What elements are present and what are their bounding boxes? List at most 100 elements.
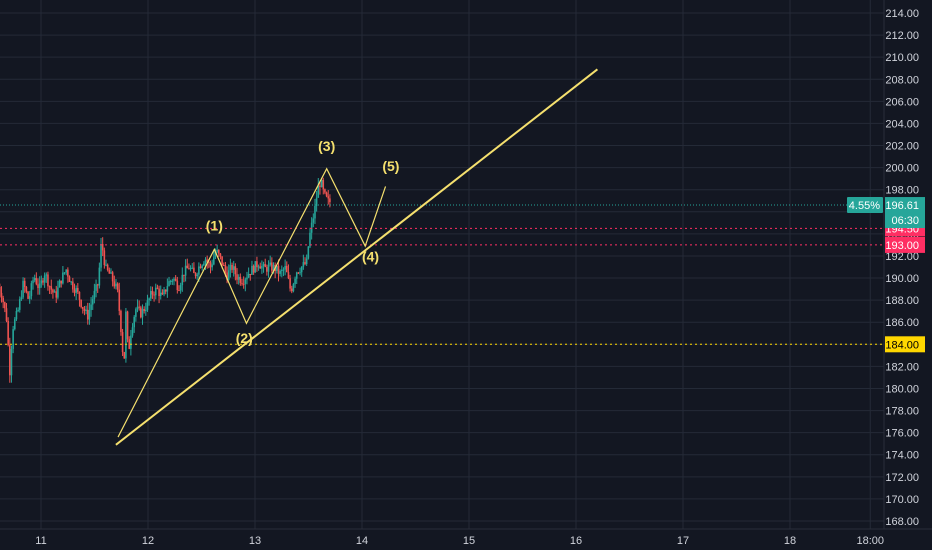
candle-body <box>154 287 157 296</box>
candle-body <box>105 264 107 266</box>
candle-body <box>77 287 79 292</box>
horizontal-lines <box>0 204 884 345</box>
candle-body <box>57 287 59 298</box>
time-axis-tick-label: 15 <box>463 535 475 547</box>
candle-body <box>237 276 240 280</box>
candle-body <box>188 268 190 270</box>
candle-body <box>166 286 169 292</box>
time-axis[interactable]: 11 12 13 14 15 16 17 18 18:00 <box>35 535 884 547</box>
candle-body <box>42 280 44 283</box>
candle-body <box>96 284 99 286</box>
wave-label: (4) <box>362 248 379 264</box>
candle-body <box>247 273 250 278</box>
candle-body <box>310 222 313 233</box>
candle-body <box>110 272 112 274</box>
candle-body <box>58 280 61 288</box>
candle-body <box>254 261 257 273</box>
time-axis-tick-label: 11 <box>35 535 46 547</box>
candle-body <box>181 274 184 286</box>
candle-body <box>222 264 225 266</box>
candle-body <box>45 274 48 276</box>
price-axis-tick-label: 182.00 <box>885 361 919 373</box>
candle-body <box>115 283 117 287</box>
candle-body <box>148 298 150 301</box>
price-axis-tick-label: 174.00 <box>885 450 919 462</box>
candle-body <box>143 308 145 312</box>
candle-body <box>292 284 295 292</box>
candle-body <box>287 272 290 279</box>
price-axis-tick-label: 214.00 <box>885 8 919 20</box>
candle-body <box>138 306 140 308</box>
candle-body <box>121 332 124 353</box>
candle-body <box>264 264 267 268</box>
candle-body <box>159 292 162 297</box>
candle-body <box>38 283 41 289</box>
candle-body <box>279 270 281 274</box>
candle-body <box>305 258 308 265</box>
candle-body <box>47 274 49 287</box>
countdown-label: 06:30 <box>891 215 919 227</box>
price-axis-tick-label: 186.00 <box>885 317 919 329</box>
candle-body <box>90 304 92 310</box>
current-price-tag <box>885 197 925 229</box>
candle-body <box>315 197 318 206</box>
candle-body <box>4 302 6 309</box>
candle-body <box>241 282 243 284</box>
price-tag-label: 193.00 <box>885 240 919 252</box>
candle-body <box>67 269 69 277</box>
candle-body <box>295 272 298 279</box>
wave-label: (2) <box>236 330 253 346</box>
candle-body <box>108 270 111 274</box>
candle-body <box>113 281 116 287</box>
candle-body <box>267 264 270 272</box>
candle-body <box>201 265 203 269</box>
candle-body <box>307 246 310 259</box>
price-axis-tick-label: 204.00 <box>885 118 919 130</box>
candle-body <box>209 262 212 268</box>
candle-body <box>191 267 194 269</box>
candle-body <box>153 294 155 296</box>
price-axis-tick-label: 206.00 <box>885 96 919 108</box>
candle-body <box>284 265 286 270</box>
candle-body <box>0 292 3 299</box>
time-axis-tick-label: 18 <box>784 535 796 547</box>
candle-body <box>130 335 132 349</box>
price-axis-tick-label: 198.00 <box>885 185 919 197</box>
time-axis-tick-label: 12 <box>142 535 154 547</box>
candle-body <box>91 299 94 305</box>
candle-body <box>145 309 147 312</box>
candle-body <box>43 275 46 283</box>
candle-body <box>133 316 135 328</box>
candle-body <box>146 300 149 310</box>
price-axis-tick-label: 208.00 <box>885 74 919 86</box>
candle-body <box>183 274 185 276</box>
candle-body <box>256 261 258 268</box>
percent-change-tag <box>847 197 883 214</box>
candle-body <box>93 290 96 300</box>
candle-body <box>324 189 326 193</box>
candle-body <box>118 289 121 311</box>
price-axis-tick-label: 210.00 <box>885 52 919 64</box>
candle-body <box>178 289 180 291</box>
candle-body <box>196 274 199 277</box>
candle-body <box>327 196 330 199</box>
candle-body <box>27 291 29 299</box>
candle-body <box>2 298 4 303</box>
candle-body <box>7 320 9 346</box>
candle-body <box>53 291 56 293</box>
candle-body <box>252 265 255 273</box>
candle-body <box>257 266 260 268</box>
price-tag-193.00 <box>885 236 925 253</box>
candle-body <box>13 319 16 330</box>
time-axis-tick-label: 13 <box>249 535 261 547</box>
candle-body <box>101 244 104 251</box>
candle-body <box>73 289 76 293</box>
candle-body <box>161 292 164 295</box>
candle-body <box>214 251 217 258</box>
candle-body <box>312 218 315 223</box>
candle-body <box>276 265 278 272</box>
candle-body <box>294 278 296 285</box>
candle-body <box>271 262 273 271</box>
